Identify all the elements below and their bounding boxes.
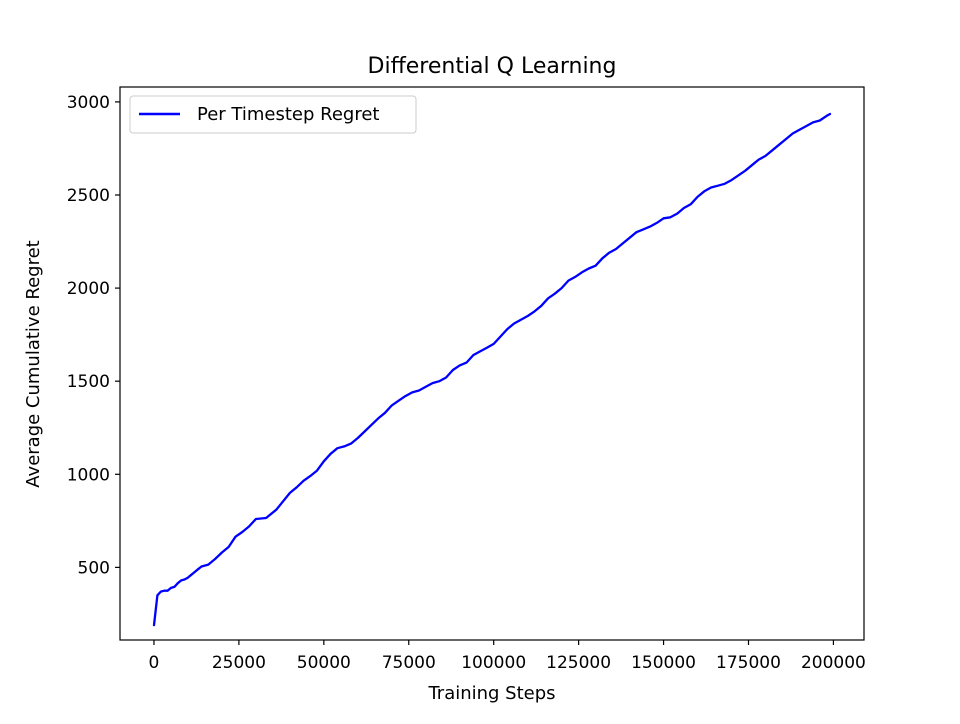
y-tick-label: 2500 — [67, 186, 110, 206]
x-tick-label: 175000 — [716, 653, 781, 673]
x-tick-label: 100000 — [461, 653, 526, 673]
x-tick-label: 150000 — [631, 653, 696, 673]
x-axis: 0 25000 50000 75000 100000 125000 150000 175000… — [149, 640, 866, 673]
plot-area — [152, 112, 832, 627]
y-tick-label: 3000 — [67, 93, 110, 113]
legend: Per Timestep Regret — [129, 95, 417, 134]
x-tick-label: 200000 — [801, 653, 866, 673]
chart-title: Differential Q Learning — [368, 54, 617, 79]
legend-box — [129, 95, 417, 134]
y-axis-label: Average Cumulative Regret — [23, 240, 44, 487]
y-tick-label: 1000 — [67, 465, 110, 485]
x-tick-label: 75000 — [382, 653, 436, 673]
x-tick-label: 0 — [149, 653, 160, 673]
x-axis-label: Training Steps — [427, 683, 555, 704]
x-tick-label: 25000 — [212, 653, 266, 673]
legend-label: Per Timestep Regret — [197, 104, 379, 125]
y-tick-label: 2000 — [67, 279, 110, 299]
series-line-0 — [152, 112, 832, 627]
y-tick-label: 500 — [78, 558, 110, 578]
plot-frame — [119, 86, 865, 641]
y-axis: 500 1000 1500 2000 2500 3000 — [67, 93, 120, 578]
x-tick-label: 125000 — [546, 653, 611, 673]
y-tick-label: 1500 — [67, 372, 110, 392]
x-tick-label: 50000 — [297, 653, 351, 673]
